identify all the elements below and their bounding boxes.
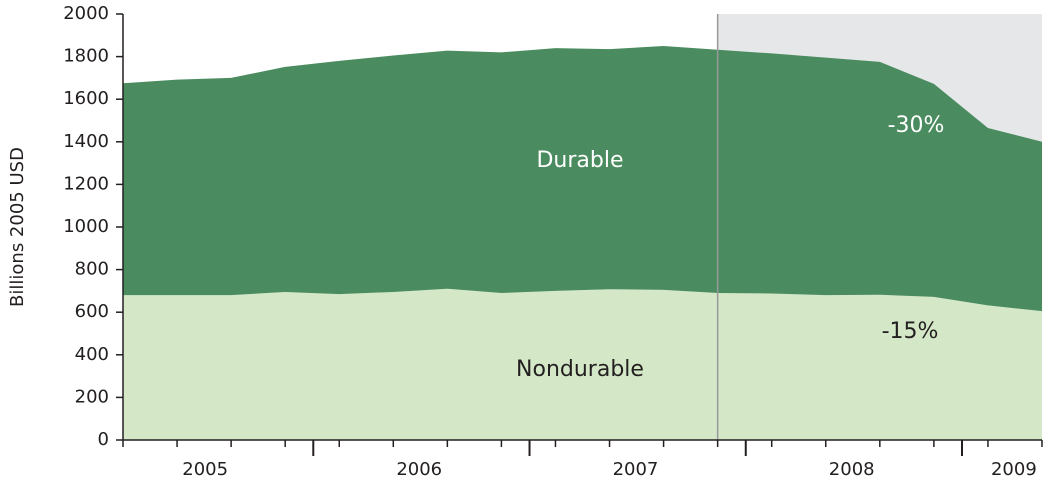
y-tick-label: 0 [98, 429, 109, 450]
x-tick-label: 2009 [991, 459, 1037, 480]
y-tick-label: 1400 [63, 131, 109, 152]
y-tick-label: 2000 [63, 3, 109, 24]
y-tick-label: 400 [75, 344, 109, 365]
annotation: -15% [882, 319, 939, 344]
annotation: -30% [888, 113, 945, 138]
y-tick-label: 1200 [63, 173, 109, 194]
y-tick-label: 1000 [63, 216, 109, 237]
y-tick-label: 1800 [63, 46, 109, 67]
series-label: Nondurable [516, 357, 644, 382]
x-tick-label: 2008 [829, 459, 875, 480]
area [123, 45, 1042, 312]
y-axis-label: Billions 2005 USD [7, 147, 28, 307]
y-tick-label: 200 [75, 386, 109, 407]
area [123, 288, 1042, 440]
series-label: Durable [536, 148, 623, 173]
y-tick-label: 800 [75, 259, 109, 280]
y-tick-label: 1600 [63, 88, 109, 109]
x-tick-label: 2006 [396, 459, 442, 480]
x-tick-label: 2007 [613, 459, 659, 480]
y-tick-label: 600 [75, 301, 109, 322]
x-tick-label: 2005 [182, 459, 228, 480]
